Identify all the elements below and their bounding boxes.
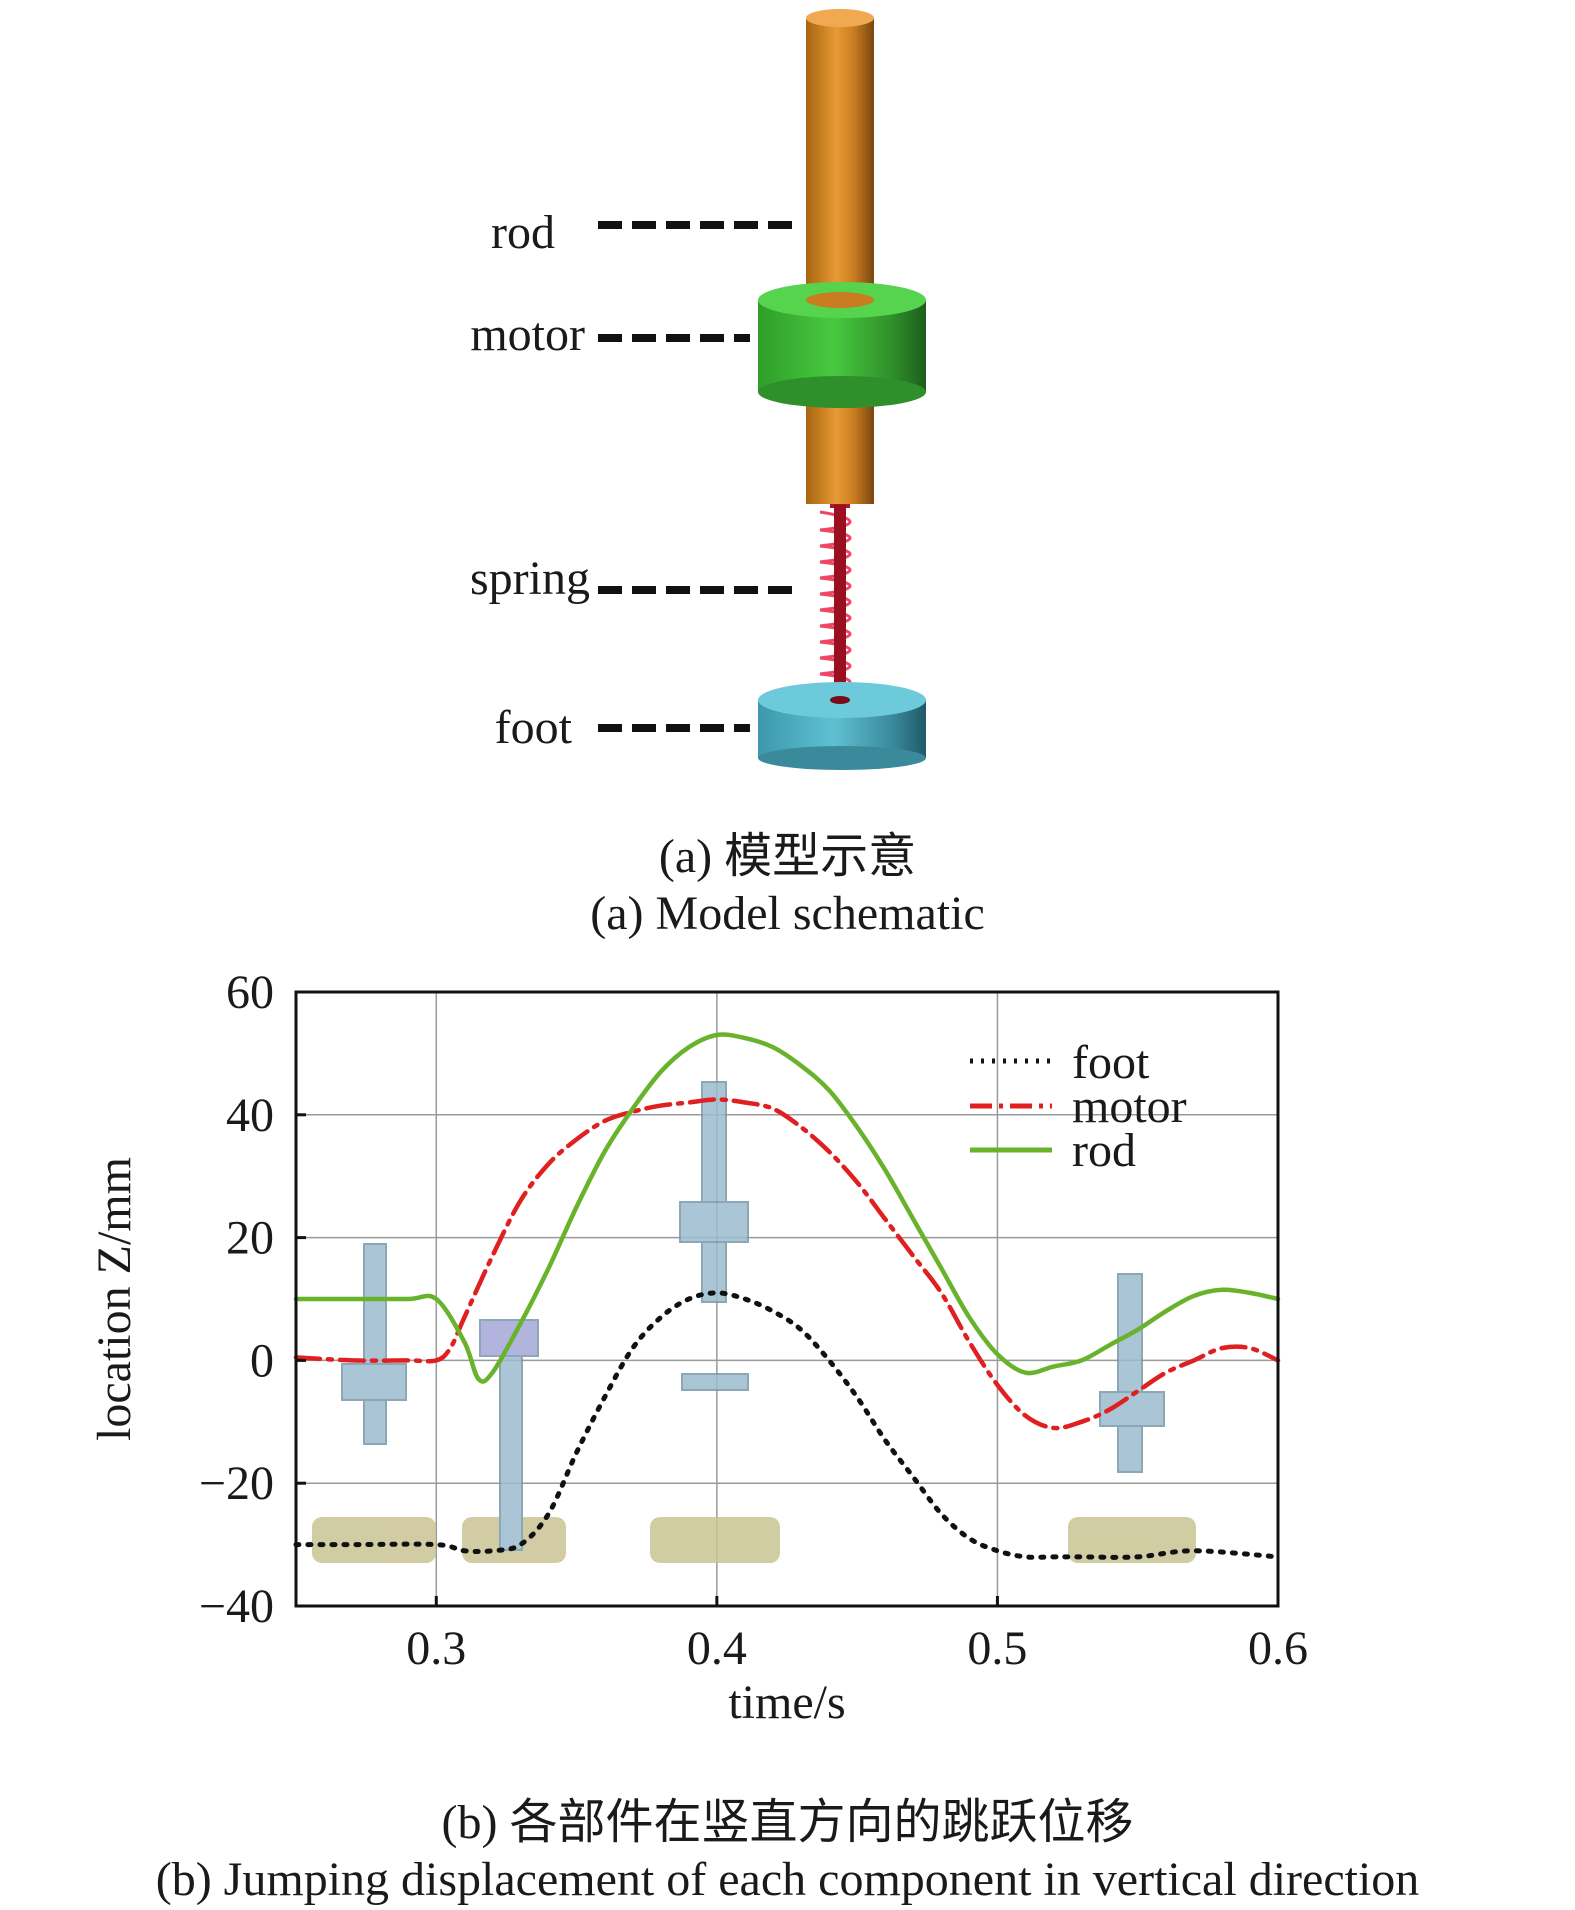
- model-schematic: rod motor spring foot: [470, 9, 926, 770]
- x-axis-label: time/s: [728, 1676, 845, 1729]
- label-foot: foot: [495, 701, 573, 754]
- y-axis-label: location Z/mm: [88, 1157, 141, 1441]
- legend-label-foot: foot: [1072, 1036, 1150, 1089]
- x-tick-label: 0.4: [687, 1622, 747, 1675]
- chart-legend: foot motor rod: [970, 1036, 1187, 1177]
- y-tick-label: −20: [199, 1457, 274, 1510]
- caption-a-cn: (a) 模型示意: [658, 830, 917, 883]
- leader-lines: [598, 221, 800, 732]
- series-line-motor: [293, 1097, 1281, 1431]
- rod-lower-part: [806, 400, 874, 504]
- label-spring: spring: [470, 552, 590, 605]
- inset-snapshots: [312, 1081, 1196, 1563]
- motor-part: [758, 282, 926, 408]
- chart-series: [293, 1032, 1281, 1560]
- chart-ticks: 0.3 0.4 0.5 0.6 −40 −20 0 20 40 60: [199, 966, 1308, 1675]
- series-line-rod: [293, 1032, 1281, 1384]
- plot-frame: [294, 990, 1280, 1608]
- label-motor: motor: [470, 308, 585, 361]
- y-tick-label: 40: [226, 1089, 274, 1142]
- legend-label-rod: rod: [1072, 1124, 1136, 1177]
- y-tick-label: 60: [226, 966, 274, 1019]
- caption-a-en: (a) Model schematic: [590, 887, 985, 940]
- foot-part: [758, 682, 926, 770]
- x-tick-label: 0.3: [406, 1622, 466, 1675]
- label-rod: rod: [491, 206, 555, 259]
- caption-b-cn: (b) 各部件在竖直方向的跳跃位移: [441, 1796, 1134, 1849]
- x-tick-label: 0.5: [967, 1622, 1027, 1675]
- spring-part: [819, 505, 853, 704]
- y-tick-label: 20: [226, 1212, 274, 1265]
- legend-label-motor: motor: [1072, 1080, 1187, 1133]
- y-tick-label: 0: [250, 1334, 274, 1387]
- caption-b-en: (b) Jumping displacement of each compone…: [155, 1853, 1420, 1906]
- displacement-chart: 0.3 0.4 0.5 0.6 −40 −20 0 20 40 60 foot motor rod…: [88, 966, 1308, 1729]
- y-tick-label: −40: [199, 1580, 274, 1633]
- x-tick-label: 0.6: [1248, 1622, 1308, 1675]
